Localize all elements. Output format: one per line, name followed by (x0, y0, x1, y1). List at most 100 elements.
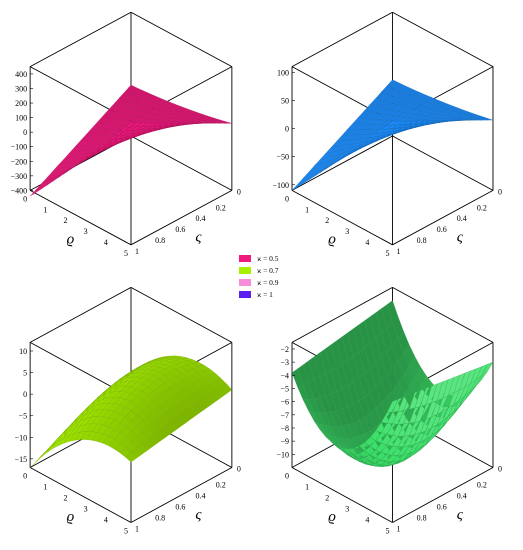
z-tick-label: 0 (285, 125, 289, 134)
z-tick-label: −3 (280, 358, 289, 367)
x-axis: 0 1 2 3 4 5 ϱ (285, 194, 389, 257)
x-tick-label: 2 (63, 494, 67, 503)
legend-item: ϰ = 0.7 (239, 265, 299, 276)
x-tick-label: 1 (43, 483, 47, 492)
z-tick-label: 100 (277, 68, 289, 77)
z-axis: 400 300 200 100 0 −100 −200 −300 −400 (11, 70, 34, 195)
z-tick-label: 400 (15, 70, 27, 79)
z-tick-label: −50 (276, 153, 289, 162)
y-tick-label: 1 (397, 247, 401, 256)
surface-patch (46, 441, 59, 453)
y-tick-label: 0.2 (216, 203, 226, 212)
x-tick-label: 2 (325, 494, 329, 503)
z-tick-label: 200 (15, 99, 27, 108)
x-tick-label: 3 (84, 227, 88, 236)
z-tick-label: −400 (11, 186, 28, 195)
y-tick-label: 0.6 (437, 503, 447, 512)
x-axis: 0 1 2 3 4 5 ϱ (23, 194, 128, 257)
y-tick-label: 0.2 (477, 203, 487, 212)
y-tick-label: 0.8 (155, 236, 165, 245)
z-axis: 100 50 0 −50 −100 (272, 68, 296, 190)
legend-swatch (239, 279, 251, 286)
z-tick-label: 100 (15, 114, 27, 123)
z-tick-label: −15 (15, 455, 28, 464)
surface-patch (481, 118, 494, 121)
x-tick-label: 4 (365, 516, 369, 525)
x-tick-label: 1 (305, 205, 309, 214)
y-tick-label: 0.8 (417, 514, 427, 523)
legend-label: ϰ = 0.7 (257, 266, 279, 275)
surface-plot-bottom-left: 10 5 0 −5 −10 −15 0 1 2 3 4 5 ϱ 0 0.2 0.4 0.6 0.8 1 ς (15, 286, 241, 536)
y-tick-label: 0 (237, 465, 241, 474)
x-axis-label: ϱ (328, 509, 336, 525)
surface-patch (220, 383, 233, 395)
z-tick-label: 0 (23, 128, 27, 137)
y-tick-label: 0.6 (175, 503, 185, 512)
x-tick-label: 5 (124, 249, 128, 258)
x-tick-label: 4 (104, 516, 108, 525)
y-tick-label: 0.8 (417, 236, 427, 245)
x-tick-label: 3 (84, 505, 88, 514)
x-tick-label: 4 (365, 238, 369, 247)
x-tick-label: 5 (386, 249, 390, 258)
legend-swatch (239, 291, 251, 298)
z-tick-label: −8 (280, 424, 289, 433)
surface (30, 84, 232, 197)
z-tick-label: −300 (11, 172, 28, 181)
x-tick-label: 5 (386, 527, 390, 536)
legend-item: ϰ = 1 (239, 289, 299, 300)
y-axis: 0 0.2 0.4 0.6 0.8 1 ς (135, 187, 241, 255)
y-tick-label: 0.4 (196, 214, 206, 223)
legend-label: ϰ = 0.5 (257, 254, 279, 263)
z-axis: −2 −3 −4 −5 −6 −7 −8 −9 −10 (276, 345, 296, 459)
x-tick-label: 1 (305, 483, 309, 492)
x-tick-label: 0 (23, 472, 27, 481)
y-axis-label: ς (195, 507, 202, 523)
z-tick-label: −10 (276, 450, 289, 459)
surface-patch (220, 121, 232, 124)
z-tick-label: 50 (281, 96, 289, 105)
z-tick-label: 300 (15, 84, 27, 93)
surface-plot-top-right: 100 50 0 −50 −100 0 1 2 3 4 5 ϱ 0 0.2 0.4 0.6 0.8 1 ς (272, 11, 502, 258)
z-tick-label: −4 (280, 371, 289, 380)
z-tick-label: −6 (280, 398, 289, 407)
x-tick-label: 0 (285, 472, 289, 481)
y-tick-label: 1 (397, 525, 401, 534)
y-tick-label: 0 (498, 187, 502, 196)
x-tick-label: 0 (285, 194, 289, 203)
y-tick-label: 0.2 (477, 481, 487, 490)
surface (291, 300, 494, 467)
surface-patch (481, 361, 494, 376)
legend-item: ϰ = 0.9 (239, 277, 299, 288)
y-axis: 0 0.2 0.4 0.6 0.8 1 ς (397, 465, 502, 534)
y-tick-label: 0.4 (457, 492, 467, 501)
z-tick-label: −5 (19, 412, 28, 421)
surface-patch (291, 181, 304, 191)
x-tick-label: 0 (23, 194, 27, 203)
x-axis-label: ϱ (67, 232, 75, 248)
legend-label: ϰ = 0.9 (257, 278, 279, 287)
legend-swatch (239, 255, 251, 262)
z-axis: 10 5 0 −5 −10 −15 (15, 347, 34, 464)
z-tick-label: −9 (280, 437, 289, 446)
z-tick-label: −7 (280, 411, 289, 420)
surface-plot-top-left: 4003002001000−100−200−300−400012345ϱ00.2… (11, 11, 241, 258)
surface-plot-bottom-right: −2 −3 −4 −5 −6 −7 −8 −9 −10 0 1 2 3 4 5 ϱ 0 0.2 0.4 0.6 0.8 1… (276, 286, 502, 536)
x-tick-label: 3 (345, 227, 349, 236)
z-tick-label: −100 (11, 143, 28, 152)
y-axis-label: ς (457, 507, 464, 523)
z-tick-label: −2 (280, 345, 289, 354)
z-tick-label: −5 (280, 384, 289, 393)
z-tick-label: 5 (23, 369, 27, 378)
y-axis-label: ς (195, 230, 202, 246)
y-axis: 0 0.2 0.4 0.6 0.8 1 ς (135, 465, 241, 534)
z-tick-label: 10 (19, 347, 27, 356)
y-tick-label: 0.4 (457, 214, 467, 223)
z-tick-label: −100 (272, 181, 289, 190)
x-axis: 0 1 2 3 4 5 ϱ (285, 472, 389, 536)
x-axis-label: ϱ (67, 509, 75, 525)
x-tick-label: 3 (345, 505, 349, 514)
x-tick-label: 2 (63, 216, 67, 225)
x-tick-label: 2 (325, 216, 329, 225)
y-tick-label: 0.2 (216, 481, 226, 490)
